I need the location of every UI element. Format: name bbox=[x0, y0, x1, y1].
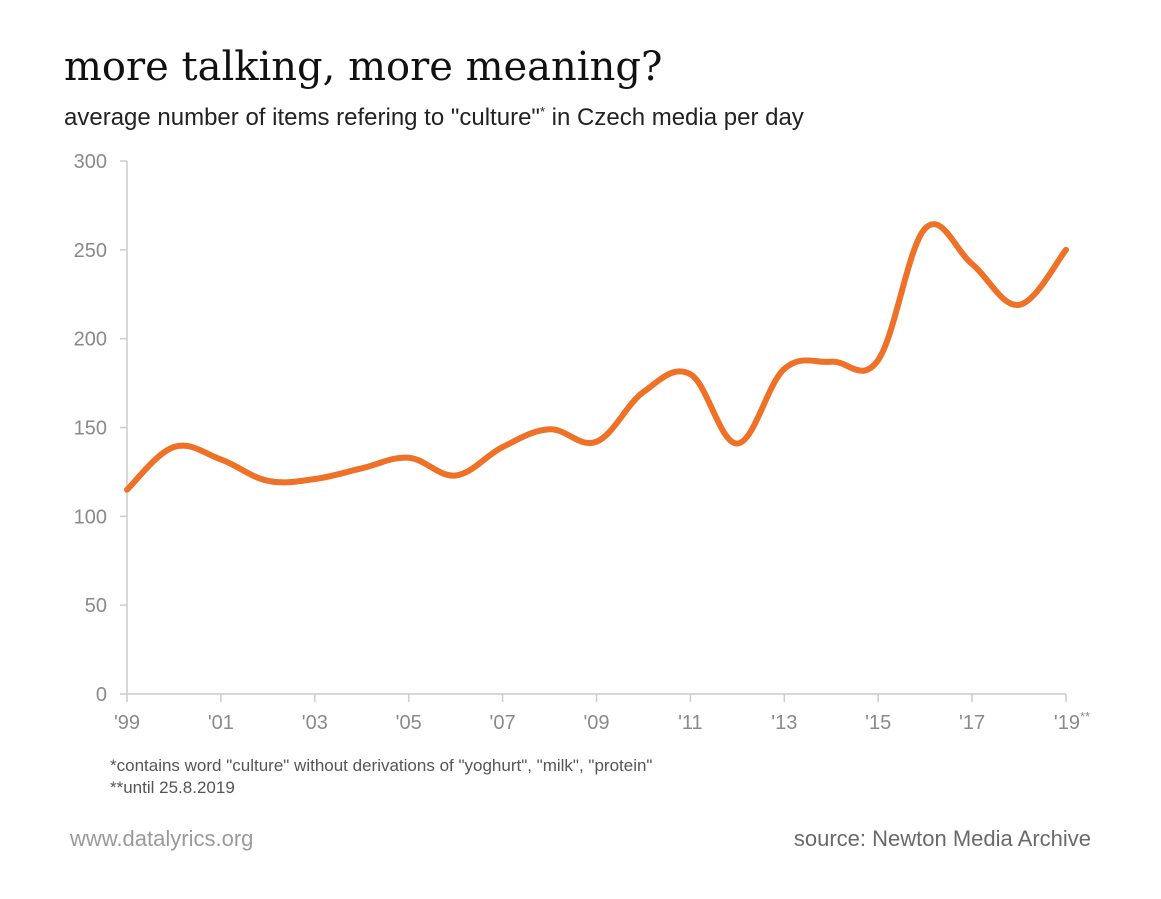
x-tick-label: '09 bbox=[583, 712, 609, 734]
x-tick-label: '07 bbox=[490, 712, 516, 734]
y-tick-label: 300 bbox=[74, 151, 107, 173]
data-point bbox=[1016, 302, 1022, 308]
y-tick-label: 100 bbox=[74, 506, 107, 528]
x-tick-label: '13 bbox=[771, 712, 797, 734]
data-point bbox=[922, 226, 928, 232]
source-credit: source: Newton Media Archive bbox=[793, 826, 1091, 851]
x-tick-label: '05 bbox=[396, 712, 422, 734]
y-tick-label: 0 bbox=[96, 684, 107, 706]
x-tick-label: '03 bbox=[302, 712, 328, 734]
data-point bbox=[265, 478, 271, 484]
data-point bbox=[124, 487, 130, 493]
y-tick-label: 250 bbox=[74, 240, 107, 262]
data-point bbox=[781, 366, 787, 372]
subtitle-main: average number of items refering to "cul… bbox=[64, 104, 540, 131]
chart-title: more talking, more meaning? bbox=[64, 44, 663, 90]
chart-subtitle: average number of items refering to "cul… bbox=[64, 104, 804, 132]
x-tick-label: '17 bbox=[959, 712, 985, 734]
data-point bbox=[828, 359, 834, 365]
x-tick-label: '99 bbox=[114, 712, 140, 734]
data-point bbox=[171, 444, 177, 450]
x-tick-label: '11 bbox=[678, 712, 703, 734]
footnote-date-cutoff: **until 25.8.2019 bbox=[110, 778, 235, 797]
series-group bbox=[124, 221, 1069, 493]
data-point bbox=[594, 439, 600, 445]
data-point bbox=[453, 472, 459, 478]
data-point bbox=[359, 465, 365, 471]
data-point bbox=[312, 476, 318, 482]
data-point bbox=[734, 440, 740, 446]
x-tick-label: '01 bbox=[208, 712, 234, 734]
series-line-0 bbox=[124, 221, 1069, 493]
data-point bbox=[969, 261, 975, 267]
data-point bbox=[547, 426, 553, 432]
x-tick-label: '15 bbox=[865, 712, 891, 734]
data-point bbox=[640, 389, 646, 395]
website-link[interactable]: www.datalyrics.org bbox=[70, 826, 254, 851]
y-tick-label: 200 bbox=[74, 329, 107, 351]
data-point bbox=[687, 371, 693, 377]
footnote-culture-definition: *contains word "culture" without derivat… bbox=[110, 756, 653, 775]
data-point bbox=[500, 444, 506, 450]
x-axis: '99 '01 '03 '05 '07 '09 '11 '13 '15 '17 '19** bbox=[114, 693, 1090, 734]
data-point bbox=[406, 455, 412, 461]
data-point bbox=[218, 456, 224, 462]
subtitle-asterisk: * bbox=[539, 104, 545, 119]
x-tick-label: '19** bbox=[1054, 709, 1090, 734]
y-tick-label: 150 bbox=[74, 418, 107, 440]
y-tick-label: 50 bbox=[85, 595, 107, 617]
data-point bbox=[875, 357, 881, 363]
subtitle-tail: in Czech media per day bbox=[545, 104, 804, 131]
data-point bbox=[1063, 247, 1069, 253]
y-axis: 0 50 100 150 200 250 300 bbox=[74, 151, 128, 706]
